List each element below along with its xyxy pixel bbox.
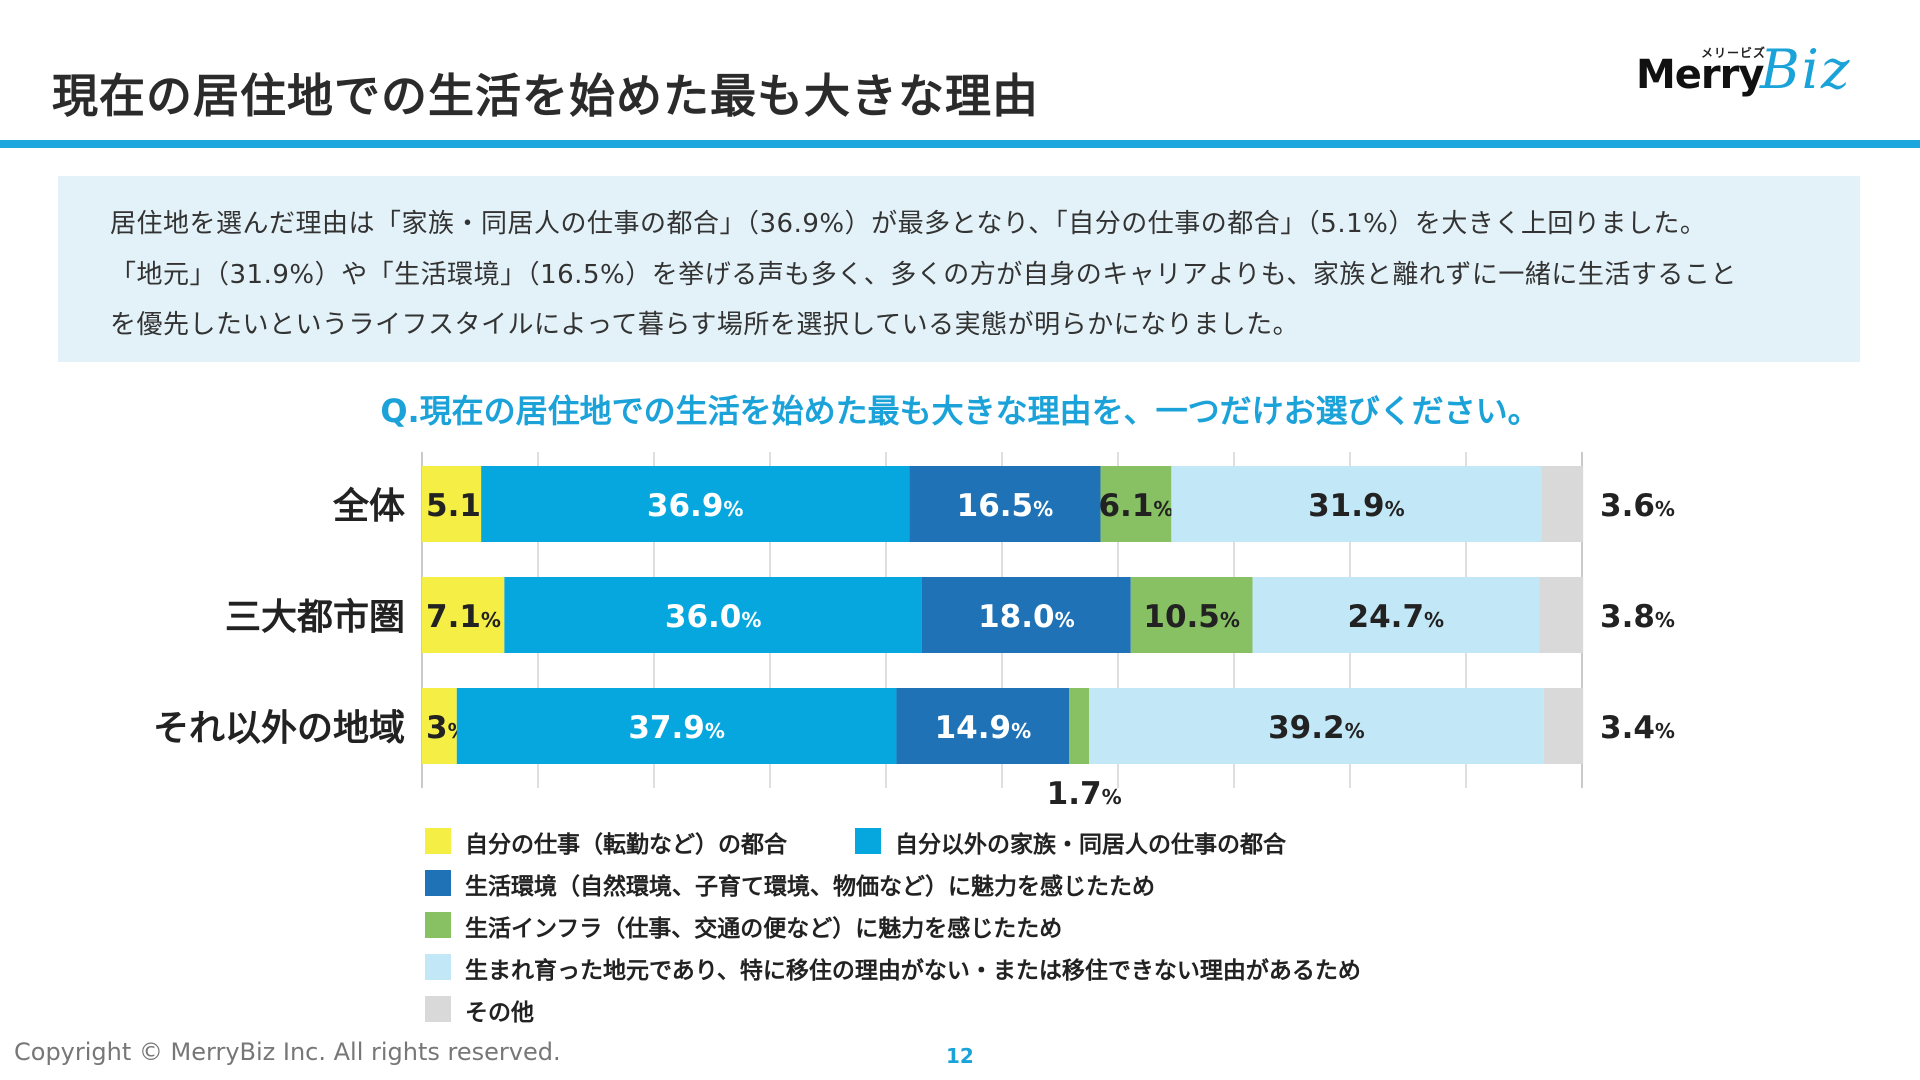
bar-metro-own-work [422, 577, 505, 653]
legend-label-hometown: 生まれ育った地元であり、特に移住の理由がない・または移住できない理由があるため [465, 958, 1361, 984]
legend-label-family-work: 自分以外の家族・同居人の仕事の都合 [895, 832, 1286, 858]
bar-metro-environment [921, 577, 1131, 653]
data-label-metro-family-work: 36.0% [665, 599, 762, 635]
bar-other-region-family-work [456, 688, 897, 764]
legend-label-environment: 生活環境（自然環境、子育て環境、物価など）に魅力を感じたため [465, 874, 1155, 900]
bar-other-region-other [1543, 688, 1584, 764]
bar-total-family-work [481, 466, 910, 542]
bar-total-own-work [422, 466, 482, 542]
bar-metro-hometown [1252, 577, 1540, 653]
data-label-total-environment: 16.5% [957, 488, 1054, 524]
page-number: 12 [946, 1044, 974, 1068]
summary-box: 居住地を選んだ理由は「家族・同居人の仕事の都合」（36.9%）が最多となり、「自… [58, 176, 1860, 362]
data-label-metro-infrastructure: 10.5% [1143, 599, 1240, 635]
category-label-other-region: それ以外の地域 [153, 708, 405, 749]
legend-label-infrastructure: 生活インフラ（仕事、交通の便など）に魅力を感じたため [465, 916, 1063, 942]
data-label-other-region-environment: 14.9% [935, 710, 1032, 746]
data-label-metro-own-work: 7.1% [426, 599, 501, 635]
category-label-total: 全体 [332, 485, 405, 527]
copyright-footer: Copyright © MerryBiz Inc. All rights res… [14, 1038, 561, 1066]
data-label-metro-other: 3.8% [1600, 599, 1675, 635]
bar-other-region-infrastructure [1069, 688, 1089, 764]
legend-label-other: その他 [465, 1000, 534, 1026]
bar-total-hometown [1171, 466, 1542, 542]
page-title: 現在の居住地での生活を始めた最も大きな理由 [52, 69, 1039, 123]
data-label-other-region-other: 3.4% [1600, 710, 1675, 746]
summary-line-2: 「地元」（31.9%）や「生活環境」（16.5%）を挙げる声も多く、多くの方が自… [110, 260, 1737, 290]
data-label-total-hometown: 31.9% [1308, 488, 1405, 524]
legend-swatch-other [425, 996, 451, 1022]
legend-swatch-infrastructure [425, 912, 451, 938]
legend-swatch-environment [425, 870, 451, 896]
bar-total-environment [909, 466, 1101, 542]
survey-question: Q.現在の居住地での生活を始めた最も大きな理由を、一つだけお選びください。 [380, 392, 1540, 430]
legend-swatch-own-work [425, 828, 451, 854]
logo-kana: メリービズ [1701, 46, 1767, 60]
stacked-bar-chart: 全体5.1%36.9%16.5%6.1%31.9%3.6%三大都市圏7.1%36… [153, 452, 1675, 812]
bar-other-region-own-work [422, 688, 457, 764]
header-rule [0, 140, 1920, 148]
data-label-total-other: 3.6% [1600, 488, 1675, 524]
logo-script: Biz [1760, 38, 1852, 101]
data-label-total-infrastructure: 6.1% [1098, 488, 1173, 524]
legend-label-own-work: 自分の仕事（転勤など）の都合 [465, 832, 787, 858]
summary-line-1: 居住地を選んだ理由は「家族・同居人の仕事の都合」（36.9%）が最多となり、「自… [110, 209, 1707, 239]
data-label-metro-environment: 18.0% [978, 599, 1075, 635]
data-label-other-region-family-work: 37.9% [628, 710, 725, 746]
legend-swatch-family-work [855, 828, 881, 854]
data-label-metro-hometown: 24.7% [1348, 599, 1445, 635]
data-label-other-region-infrastructure: 1.7% [1047, 776, 1122, 812]
data-label-other-region-hometown: 39.2% [1268, 710, 1365, 746]
bar-total-infrastructure [1100, 466, 1172, 542]
bar-total-other [1541, 466, 1584, 542]
bar-metro-family-work [504, 577, 922, 653]
bar-metro-other [1539, 577, 1584, 653]
logo-wordmark: Merry [1636, 52, 1764, 98]
legend-swatch-hometown [425, 954, 451, 980]
bar-other-region-hometown [1089, 688, 1544, 764]
data-label-total-family-work: 36.9% [647, 488, 744, 524]
category-label-metro: 三大都市圏 [225, 597, 405, 638]
bar-metro-infrastructure [1130, 577, 1253, 653]
summary-line-3: を優先したいというライフスタイルによって暮らす場所を選択している実態が明らかにな… [110, 310, 1300, 340]
bar-other-region-environment [896, 688, 1070, 764]
